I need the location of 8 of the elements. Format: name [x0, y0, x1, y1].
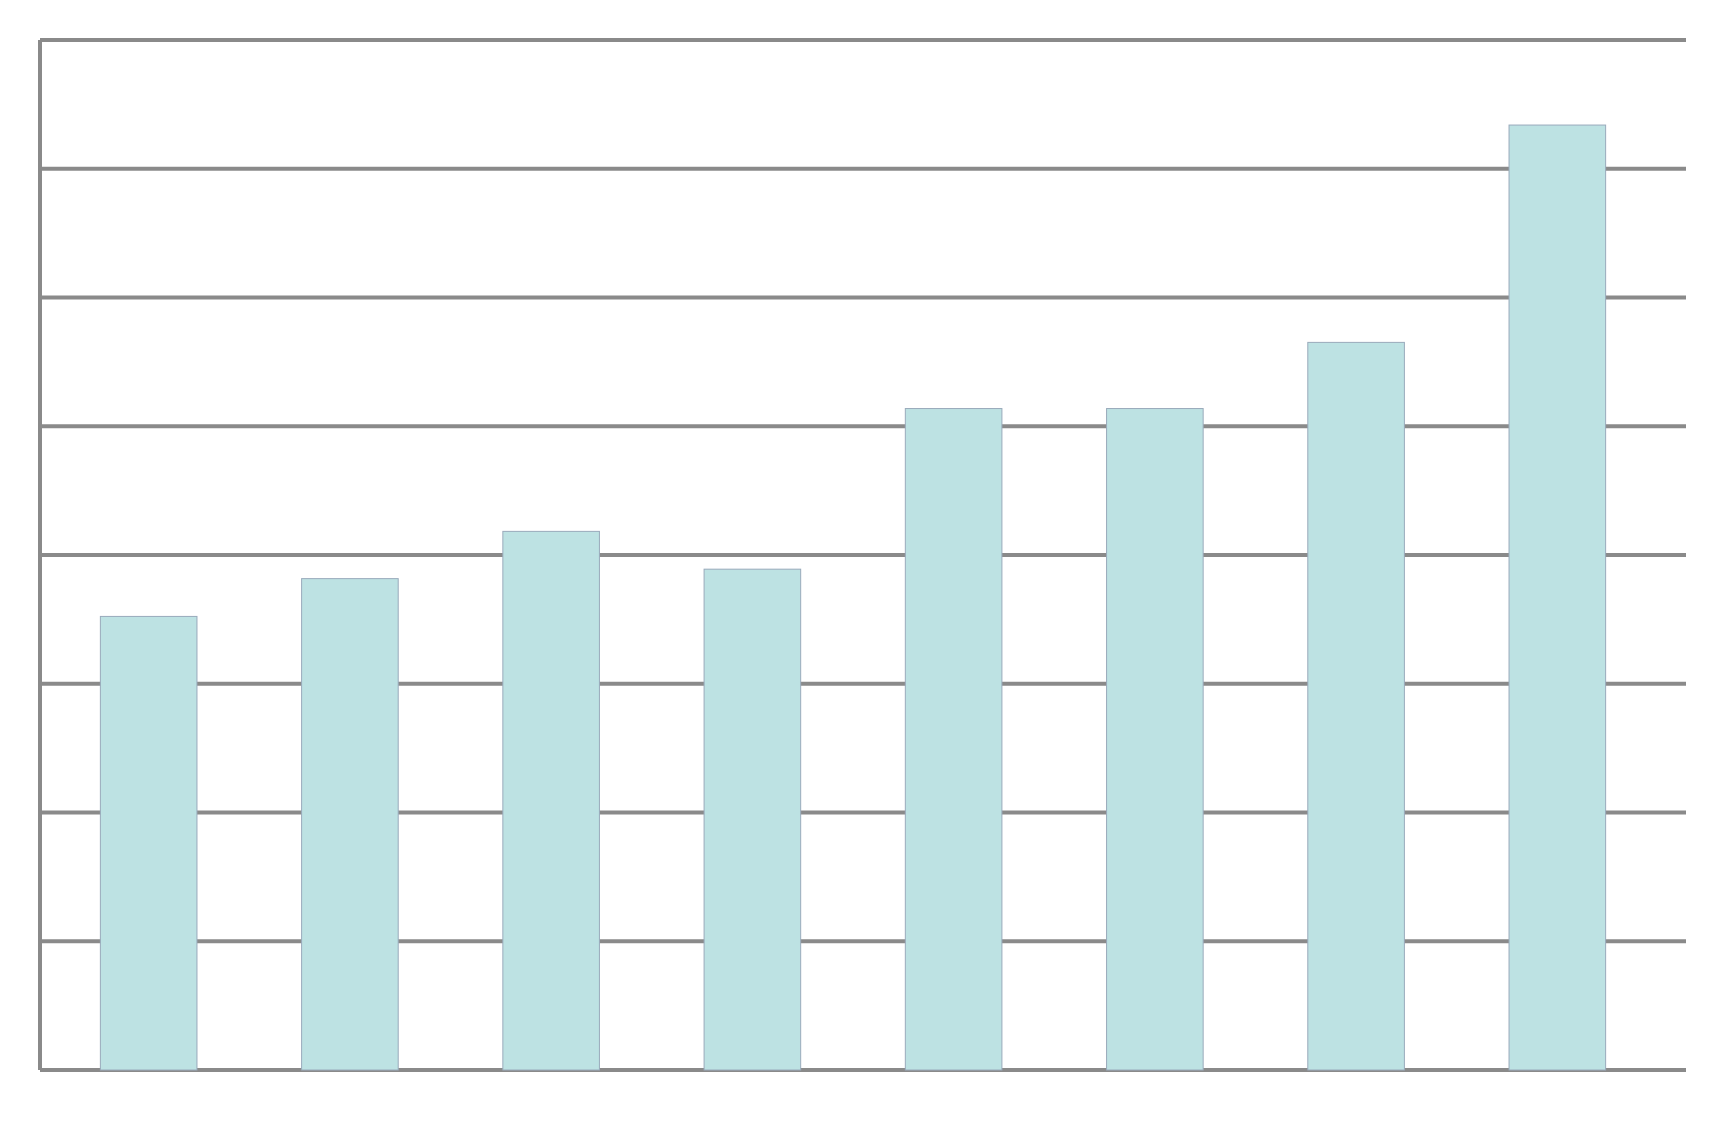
bar	[502, 530, 600, 1071]
bar	[1307, 341, 1405, 1071]
bar	[99, 615, 198, 1071]
bar	[301, 578, 399, 1071]
bar	[1508, 124, 1607, 1071]
bar	[703, 568, 802, 1071]
bar	[1106, 408, 1204, 1071]
bar	[904, 408, 1003, 1071]
